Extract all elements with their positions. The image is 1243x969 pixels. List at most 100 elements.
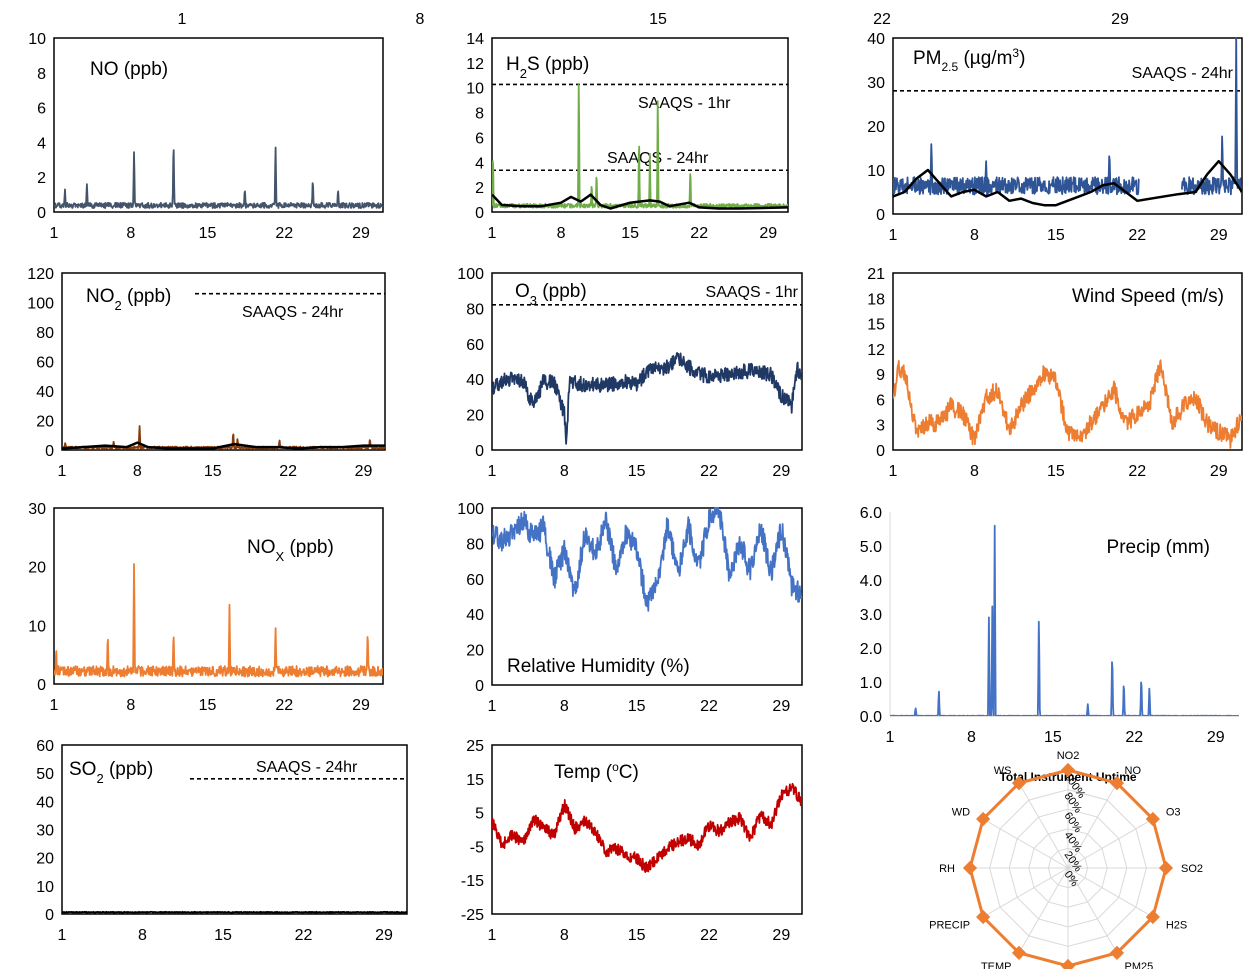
x-tick-label: 8 [970,227,979,244]
y-tick-label: 100 [457,266,484,283]
series-line [54,563,383,678]
y-tick-label: 8 [37,66,46,83]
series-line [62,910,407,914]
radar-category-label: NO [1125,765,1142,777]
radar-category-label: WD [952,807,970,819]
x-tick-label: 15 [1047,463,1065,480]
series-line [54,146,383,209]
y-tick-label: 10 [36,879,54,896]
x-tick-label: 29 [772,463,790,480]
chart-no: 0 2 4 6 8 10 1 8 15 22 29 NO (ppb) [28,31,384,242]
radar-category-label: TEMP [981,961,1012,969]
y-tick-label: 6.0 [860,505,882,522]
y-tick-label: -5 [470,839,484,856]
x-tick-label: 8 [560,927,569,944]
y-tick-label: 100 [457,501,484,518]
x-tick-label: 8 [560,698,569,715]
x-tick-label: 15 [214,927,232,944]
x-tick-label: 29 [355,463,373,480]
y-tick-label: 0 [876,443,885,460]
y-tick-label: 15 [466,772,484,789]
top-tick-label: 22 [873,11,891,28]
chart-title: NO2 (ppb) [86,286,171,313]
x-tick-label: 1 [488,698,497,715]
x-tick-label: 29 [1207,729,1225,746]
y-tick-label: 2 [475,180,484,197]
x-tick-label: 8 [970,463,979,480]
reference-line-label: SAAQS - 1hr [706,284,799,301]
plot-frame [61,272,386,451]
y-tick-label: 40 [36,384,54,401]
series-line [1181,37,1242,196]
average-line [492,193,788,210]
x-tick-label: 8 [126,697,135,714]
radar-category-label: PRECIP [929,920,970,932]
x-tick-label: 1 [488,927,497,944]
y-tick-label: 80 [36,325,54,342]
x-tick-label: 1 [889,227,898,244]
chart-title: NOX (ppb) [247,537,334,564]
radar-spoke [1067,818,1154,869]
chart-title: NO (ppb) [90,59,168,80]
chart-title: SO2 (ppb) [69,759,153,786]
radar-spoke [1067,867,1118,954]
radar-point [976,811,991,827]
y-tick-label: 10 [28,618,46,635]
y-tick-label: 20 [28,560,46,577]
y-tick-label: 50 [36,766,54,783]
reference-line-label: SAAQS - 24hr [242,304,344,321]
y-tick-label: 60 [466,572,484,589]
y-tick-label: 30 [28,501,46,518]
chart-o3: 0 20 40 60 80 100 1 8 15 22 29 SAAQS - 1hr O3 (ppb) [457,266,803,480]
x-tick-label: 8 [967,729,976,746]
chart-title: PM2.5 (µg/m3) [913,46,1025,74]
y-tick-label: 21 [867,266,885,283]
reference-line-label: SAAQS - 24hr [1132,65,1234,82]
y-tick-label: 20 [36,851,54,868]
y-tick-label: 12 [466,56,484,73]
x-tick-label: 15 [1047,227,1065,244]
y-tick-label: 30 [36,823,54,840]
y-tick-label: 8 [475,106,484,123]
chart-title: H2S (ppb) [506,54,589,81]
y-tick-label: 0 [475,443,484,460]
plot-frame [53,37,384,213]
chart-no2: 0 20 40 60 80 100 120 1 8 15 22 29 SAAQS - 24hr NO2 (… [27,266,386,480]
average-line [893,159,1242,207]
x-tick-label: 8 [133,463,142,480]
radar-spoke [1018,867,1069,954]
plot-frame [892,272,1243,451]
chart-precip: 0.0 1.0 2.0 3.0 4.0 5.0 6.0 1 8 15 22 29 Precip (mm) [860,505,1239,746]
x-tick-label: 29 [1210,463,1228,480]
y-tick-label: 6 [475,130,484,147]
y-tick-label: 0 [475,678,484,695]
series-line [492,352,802,445]
y-tick-label: 80 [466,301,484,318]
x-tick-label: 22 [279,463,297,480]
chart-rh: 0 20 40 60 80 100 1 8 15 22 29 Relative Humidity (%… [457,501,803,715]
y-tick-label: 1.0 [860,675,882,692]
y-tick-label: 0 [37,677,46,694]
y-tick-label: 60 [466,337,484,354]
radar-point [1158,860,1174,876]
top-tick-label: 29 [1111,11,1129,28]
x-tick-label: 22 [1128,227,1146,244]
x-tick-label: 8 [138,927,147,944]
reference-line-label: SAAQS - 24hr [256,759,358,776]
x-tick-label: 1 [488,463,497,480]
x-tick-label: 15 [1044,729,1062,746]
radar-point [1145,811,1160,827]
x-tick-label: 1 [889,463,898,480]
y-tick-label: 40 [867,31,885,48]
radar-point [1109,945,1125,960]
radar-spoke [1067,867,1154,918]
radar-point [1145,909,1160,925]
x-tick-label: 8 [560,463,569,480]
y-tick-label: 0 [37,205,46,222]
y-tick-label: 20 [867,119,885,136]
series-line [893,359,1242,449]
series-line [893,143,1140,196]
x-tick-label: 29 [759,225,777,242]
